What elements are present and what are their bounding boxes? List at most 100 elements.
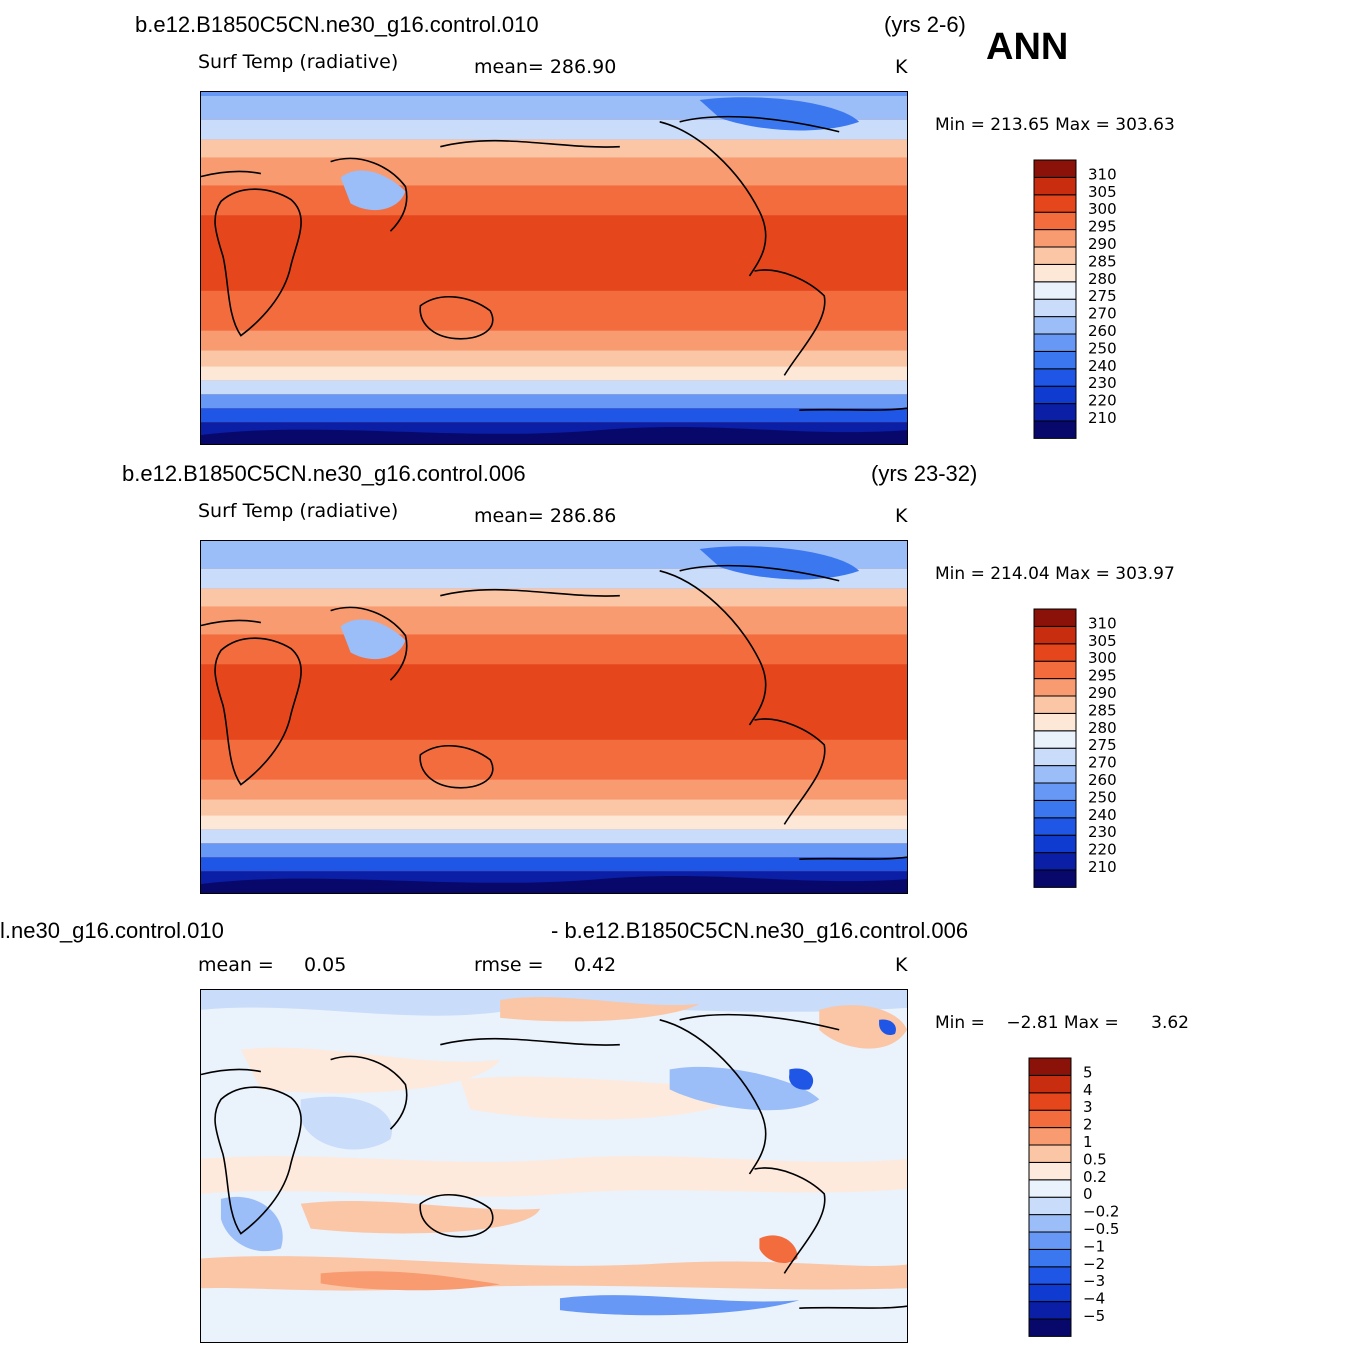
colorbar-tick-label: 270	[1088, 754, 1117, 772]
panel1-colorbar: 310 305 300 295 290 285 280 275 270 260 250 240 230 2…	[1033, 159, 1174, 445]
colorbar-box	[1028, 1231, 1072, 1250]
colorbar-tick-label: 4	[1083, 1081, 1093, 1099]
panel2-units: K	[895, 505, 908, 527]
panel1-case-title: b.e12.B1850C5CN.ne30_g16.control.010	[135, 12, 539, 37]
panel3-mean: mean = 0.05	[198, 954, 347, 976]
colorbar-tick-label: 210	[1088, 409, 1117, 427]
colorbar-tick-label: −0.5	[1083, 1220, 1119, 1238]
colorbar-box	[1028, 1318, 1072, 1337]
colorbar-tick-label: 230	[1088, 823, 1117, 841]
panel1-map	[200, 91, 908, 445]
colorbar-tick-label: 260	[1088, 771, 1117, 789]
colorbar-box	[1033, 281, 1077, 300]
panel1-units: K	[895, 56, 908, 78]
colorbar-box	[1033, 678, 1077, 697]
colorbar-box	[1028, 1248, 1072, 1268]
colorbar-tick-label: 250	[1088, 339, 1117, 357]
panel2-case-title: b.e12.B1850C5CN.ne30_g16.control.006	[122, 461, 526, 486]
colorbar-box	[1033, 194, 1077, 213]
colorbar-tick-label: 300	[1088, 200, 1117, 218]
colorbar-tick-label: 2	[1083, 1116, 1093, 1134]
colorbar-box	[1033, 350, 1077, 370]
colorbar-box	[1033, 298, 1077, 318]
colorbar-box	[1033, 229, 1077, 248]
panel2-years: (yrs 23-32)	[871, 461, 978, 486]
colorbar-box	[1028, 1214, 1072, 1233]
colorbar-tick-label: 310	[1088, 165, 1117, 183]
colorbar-box	[1033, 420, 1077, 439]
colorbar-box	[1033, 765, 1077, 784]
colorbar-tick-label: 250	[1088, 788, 1117, 806]
colorbar-tick-label: 290	[1088, 235, 1117, 253]
colorbar-tick-label: 295	[1088, 667, 1117, 685]
colorbar-tick-label: 3	[1083, 1098, 1093, 1116]
panel2-mean: mean= 286.86	[474, 505, 617, 527]
colorbar-box	[1028, 1283, 1072, 1303]
colorbar-box	[1028, 1144, 1072, 1163]
panel2-colorbar-svg: 3103053002952902852802752702602502402302…	[1033, 608, 1117, 888]
colorbar-tick-label: 230	[1088, 374, 1117, 392]
colorbar-tick-label: 5	[1083, 1063, 1093, 1081]
colorbar-box	[1033, 385, 1077, 405]
panel1-field-name: Surf Temp (radiative)	[198, 51, 399, 73]
colorbar-tick-label: 0	[1083, 1185, 1093, 1203]
panel2-minmax: Min = 214.04 Max = 303.97	[935, 564, 1175, 584]
colorbar-tick-label: 305	[1088, 183, 1117, 201]
colorbar-box	[1028, 1057, 1072, 1076]
colorbar-tick-label: 260	[1088, 322, 1117, 340]
colorbar-tick-label: 210	[1088, 858, 1117, 876]
colorbar-tick-label: 280	[1088, 719, 1117, 737]
colorbar-box	[1033, 368, 1077, 387]
colorbar-tick-label: 275	[1088, 287, 1117, 305]
colorbar-tick-label: 285	[1088, 252, 1117, 270]
colorbar-tick-label: 0.5	[1083, 1150, 1107, 1168]
colorbar-box	[1033, 176, 1077, 196]
panel3-case-right: - b.e12.B1850C5CN.ne30_g16.control.006	[551, 918, 969, 943]
colorbar-box	[1033, 695, 1077, 714]
colorbar-tick-label: −3	[1083, 1272, 1105, 1290]
colorbar-box	[1033, 403, 1077, 422]
colorbar-box	[1033, 747, 1077, 767]
colorbar-tick-label: 220	[1088, 392, 1117, 410]
colorbar-box	[1028, 1196, 1072, 1216]
panel1-mean: mean= 286.90	[474, 56, 617, 78]
colorbar-tick-label: 295	[1088, 218, 1117, 236]
season-label: ANN	[986, 26, 1069, 68]
colorbar-tick-label: 240	[1088, 806, 1117, 824]
colorbar-tick-label: 1	[1083, 1133, 1093, 1151]
colorbar-tick-label: 0.2	[1083, 1168, 1107, 1186]
colorbar-box	[1033, 246, 1077, 265]
colorbar-tick-label: 310	[1088, 614, 1117, 632]
colorbar-box	[1028, 1127, 1072, 1146]
colorbar-box	[1033, 799, 1077, 819]
colorbar-box	[1028, 1266, 1072, 1285]
colorbar-box	[1033, 660, 1077, 680]
colorbar-box	[1033, 730, 1077, 749]
colorbar-box	[1028, 1092, 1072, 1111]
colorbar-tick-label: 285	[1088, 701, 1117, 719]
colorbar-box	[1033, 608, 1077, 627]
colorbar-box	[1028, 1301, 1072, 1320]
panel3-units: K	[895, 954, 908, 976]
colorbar-box	[1033, 159, 1077, 178]
panel3-colorbar: 5 4 3 2 1 0.5 0.2 0 −0.2 −0.5 −1 −2 −3 −4 −5	[1028, 1057, 1169, 1343]
colorbar-box	[1033, 782, 1077, 801]
colorbar-tick-label: 240	[1088, 357, 1117, 375]
panel3-case-left: l.ne30_g16.control.010	[0, 918, 224, 943]
colorbar-tick-label: 275	[1088, 736, 1117, 754]
panel1-colorbar-svg: 3103053002952902852802752702602502402302…	[1033, 159, 1117, 439]
panel2-colorbar: 310 305 300 295 290 285 280 275 270 260 250 240 230 2…	[1033, 608, 1174, 894]
colorbar-tick-label: 305	[1088, 632, 1117, 650]
colorbar-box	[1033, 869, 1077, 888]
colorbar-box	[1033, 211, 1077, 231]
colorbar-tick-label: −4	[1083, 1290, 1105, 1308]
panel1-years: (yrs 2-6)	[884, 12, 966, 37]
colorbar-box	[1033, 316, 1077, 335]
colorbar-tick-label: 220	[1088, 841, 1117, 859]
colorbar-box	[1028, 1074, 1072, 1094]
colorbar-tick-label: 300	[1088, 649, 1117, 667]
colorbar-box	[1033, 625, 1077, 645]
colorbar-box	[1033, 263, 1077, 283]
